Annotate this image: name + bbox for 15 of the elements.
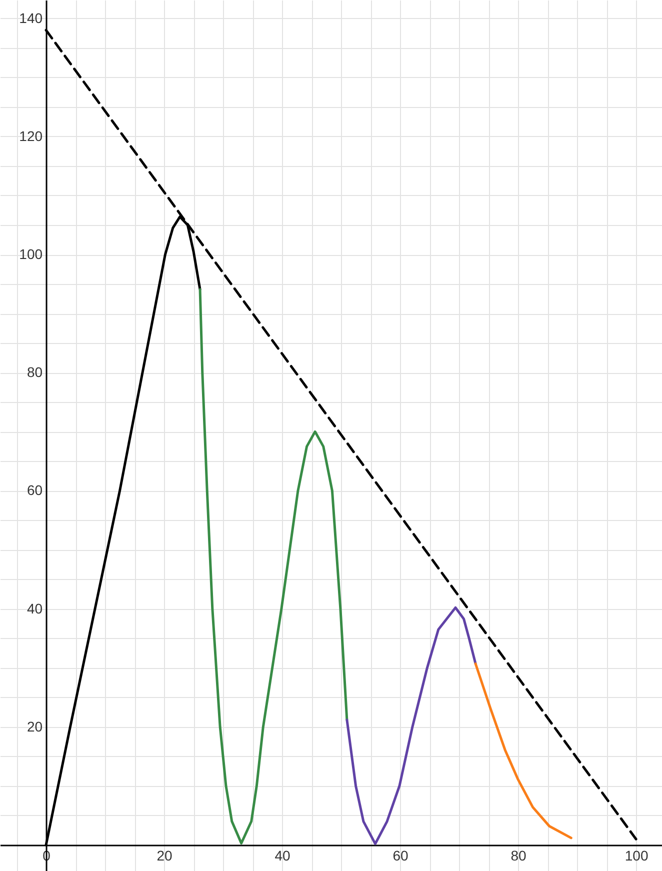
y-tick-label: 60 (26, 482, 43, 498)
x-tick-label: 60 (392, 848, 409, 864)
y-tick-label: 140 (19, 10, 43, 26)
line-series (346, 606, 477, 846)
x-tick-label: 100 (624, 848, 648, 864)
y-tick-label: 80 (26, 364, 43, 380)
y-tick-label: 20 (26, 718, 43, 734)
x-tick-label: 40 (274, 848, 291, 864)
line-series (474, 662, 572, 840)
line-series (198, 288, 348, 844)
y-tick-label: 100 (19, 246, 43, 262)
y-tick-label: 40 (26, 600, 43, 616)
x-tick-label: 20 (156, 848, 173, 864)
x-tick-label: 80 (510, 848, 527, 864)
y-tick-label: 120 (19, 128, 43, 144)
